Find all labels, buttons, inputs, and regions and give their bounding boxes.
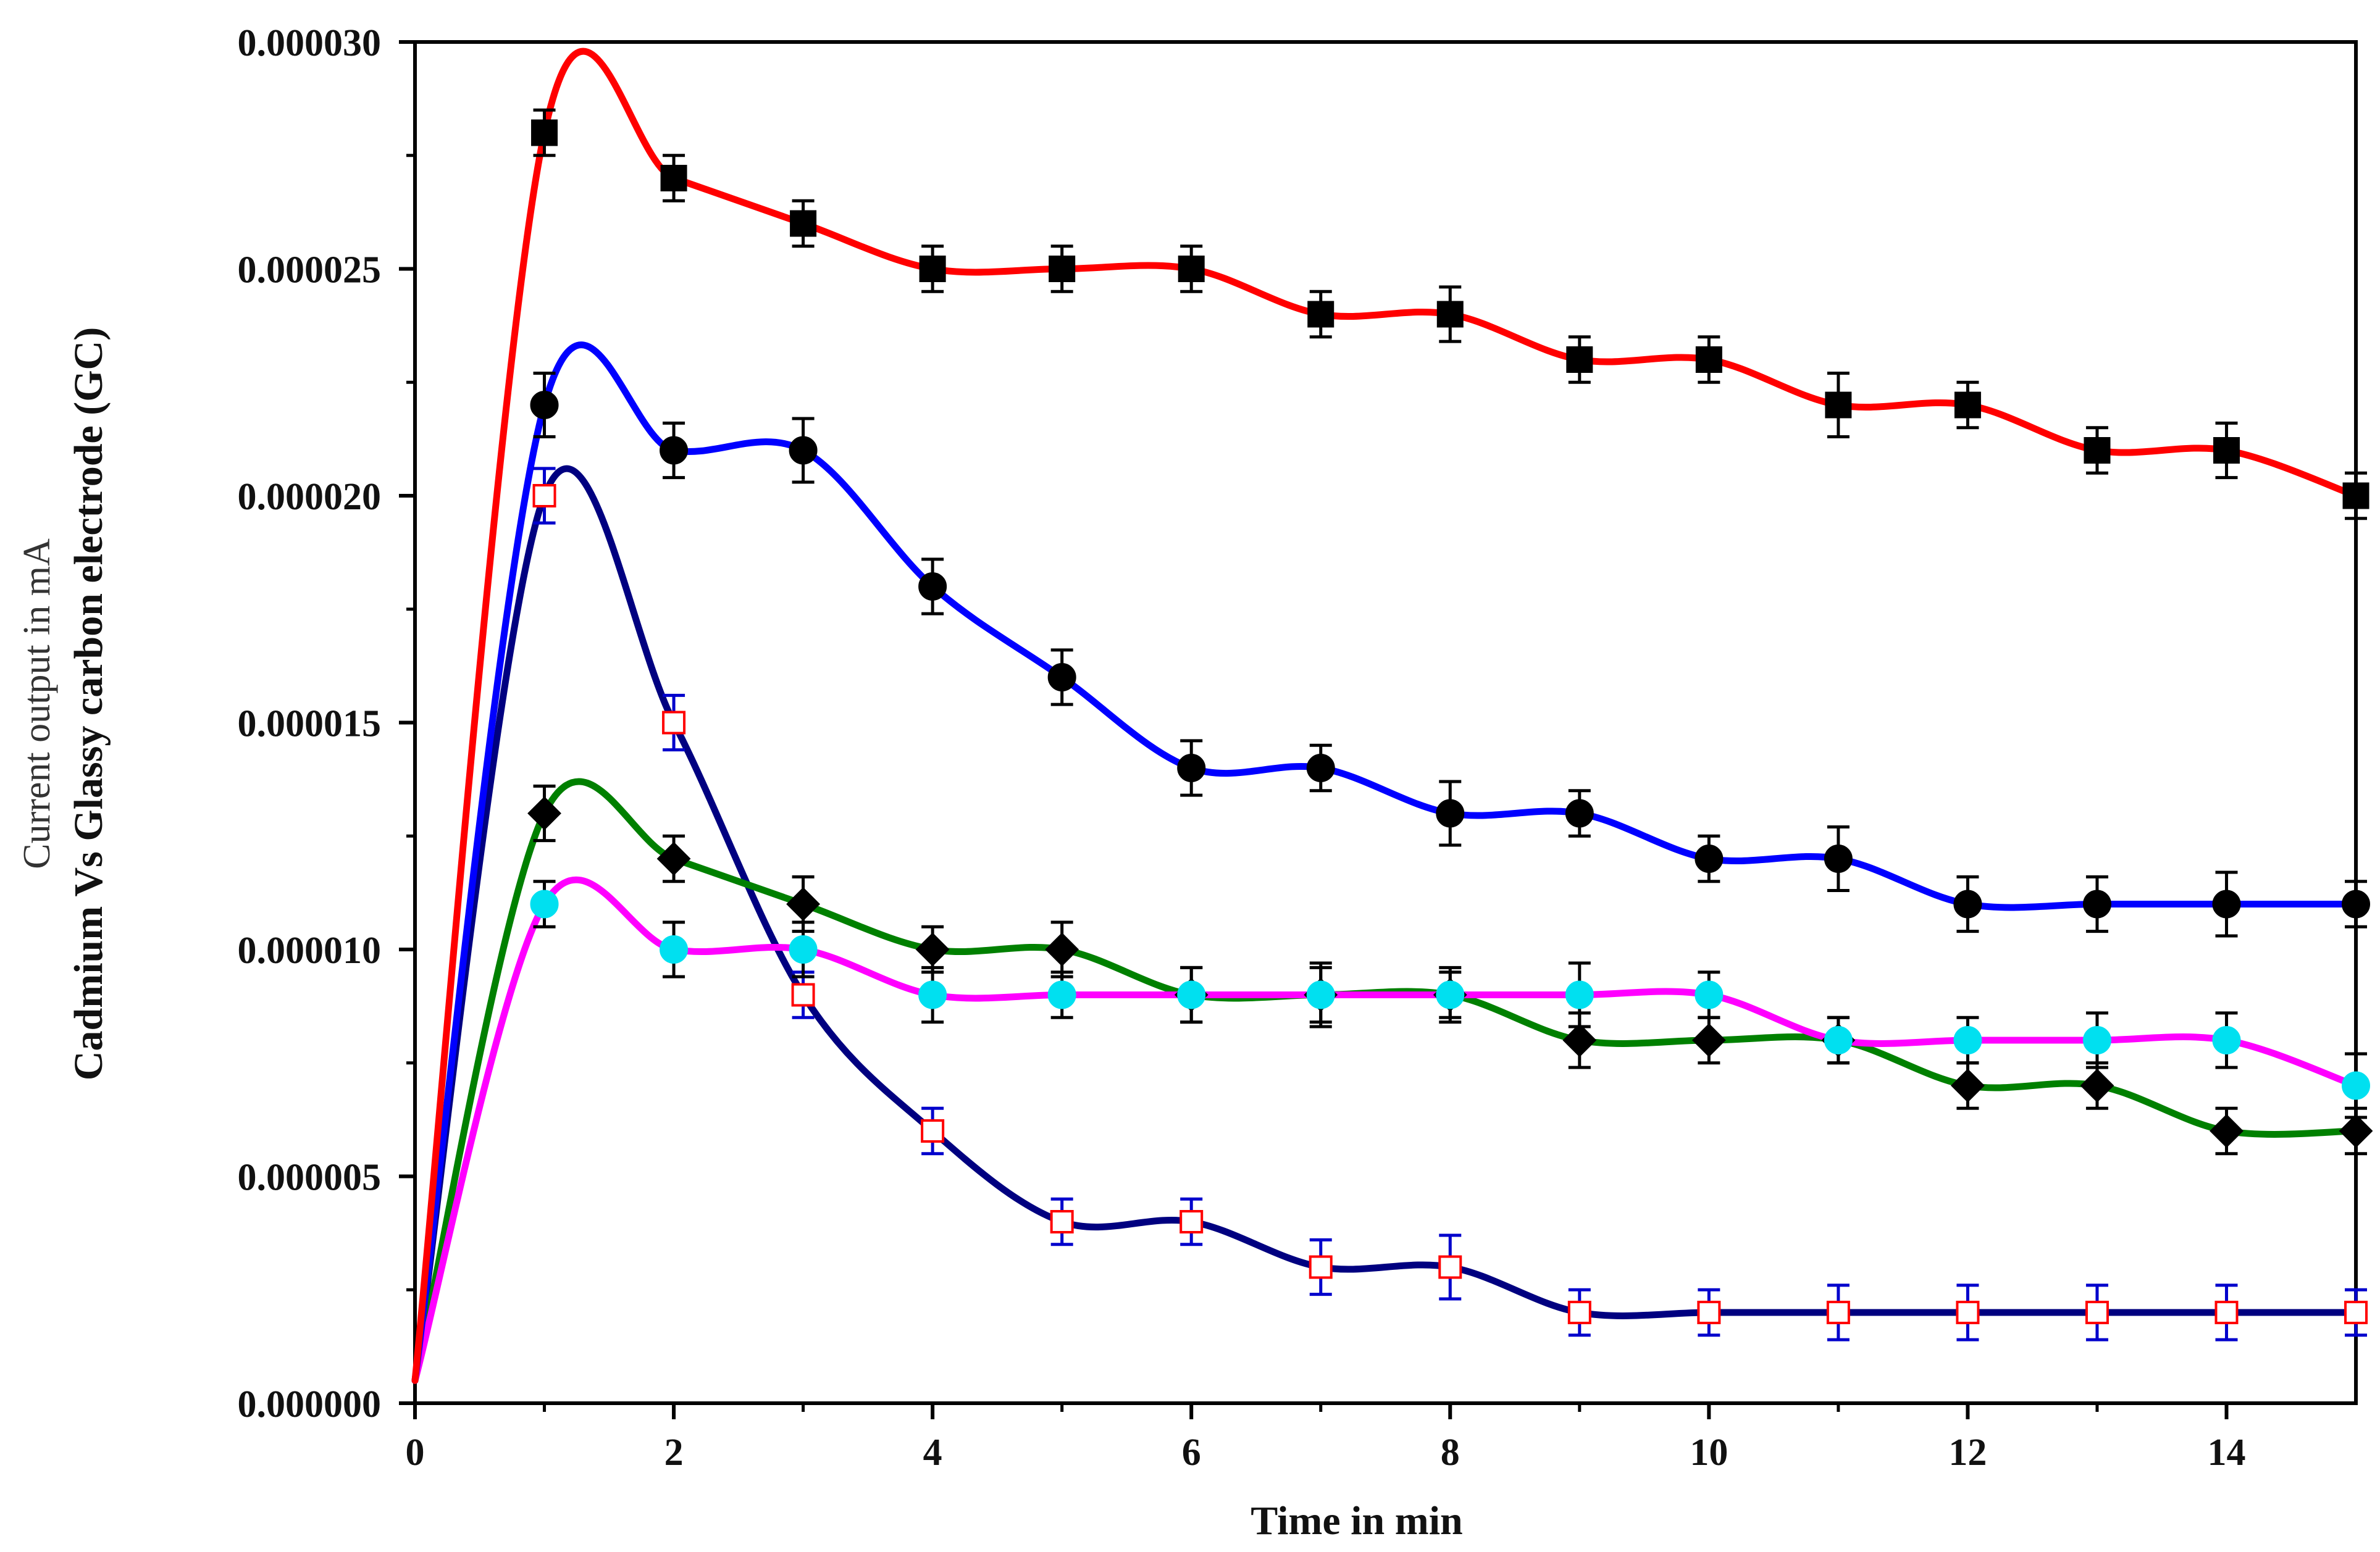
data-point xyxy=(921,1119,945,1143)
x-axis-title: Time in min xyxy=(1251,1498,1463,1543)
data-point xyxy=(530,391,559,419)
data-point xyxy=(1565,799,1594,828)
data-point xyxy=(1049,256,1076,282)
y-axis-title-line-1: Current output in mA xyxy=(16,538,58,869)
y-tick-label: 0.000030 xyxy=(238,22,382,64)
data-point xyxy=(1047,980,1076,1009)
data-point xyxy=(2342,1071,2370,1100)
x-tick-label: 0 xyxy=(406,1432,425,1474)
data-point xyxy=(1567,1301,1591,1324)
data-point xyxy=(786,887,821,921)
data-point xyxy=(1565,980,1594,1009)
y-tick-label: 0.000015 xyxy=(238,703,382,745)
x-tick-label: 6 xyxy=(1182,1432,1201,1474)
data-point xyxy=(2080,1069,2114,1103)
data-point xyxy=(1824,1026,1853,1054)
data-point xyxy=(532,484,556,507)
y-axis-title-line-2: Cadmium Vs Glassy carbon electrode (GC) xyxy=(66,327,111,1080)
data-point xyxy=(2342,482,2370,509)
data-point xyxy=(1953,1026,1982,1054)
data-point xyxy=(1050,1210,1074,1233)
data-point xyxy=(1438,1255,1462,1279)
data-point xyxy=(1306,754,1335,782)
series-layer xyxy=(411,48,2373,1384)
data-point xyxy=(1307,301,1335,328)
data-point xyxy=(2339,1114,2373,1148)
data-point xyxy=(1566,346,1593,373)
data-point xyxy=(2214,1301,2239,1324)
y-tick-label: 0.000020 xyxy=(238,476,382,518)
data-point xyxy=(1045,932,1079,967)
data-point xyxy=(2342,890,2370,919)
data-point xyxy=(2082,1026,2111,1054)
data-point xyxy=(915,932,950,967)
data-point xyxy=(789,935,818,964)
data-point xyxy=(1177,754,1206,782)
x-tick-label: 2 xyxy=(664,1432,684,1474)
data-point xyxy=(1825,391,1852,419)
x-tick-label: 14 xyxy=(2207,1432,2245,1474)
data-point xyxy=(919,256,946,282)
data-point xyxy=(1695,346,1722,373)
data-point xyxy=(2212,890,2241,919)
data-point xyxy=(1691,1023,1726,1058)
data-point xyxy=(2085,1301,2109,1324)
data-point xyxy=(1826,1301,1850,1324)
data-point xyxy=(1306,980,1335,1009)
data-point xyxy=(1436,799,1465,828)
data-point xyxy=(1953,890,1982,919)
data-point xyxy=(660,436,689,465)
data-point xyxy=(1436,301,1464,328)
y-tick-label: 0.000010 xyxy=(238,930,382,972)
y-tick-label: 0.000005 xyxy=(238,1157,382,1199)
data-point xyxy=(1695,845,1724,873)
x-tick-label: 12 xyxy=(1948,1432,1987,1474)
data-point xyxy=(1950,1069,1985,1103)
data-point xyxy=(1824,845,1853,873)
data-point xyxy=(660,935,689,964)
data-point xyxy=(791,983,815,1007)
data-point xyxy=(662,711,686,735)
data-point xyxy=(1047,663,1076,691)
data-point xyxy=(1697,1301,1721,1324)
data-point xyxy=(790,210,817,237)
data-point xyxy=(2082,890,2111,919)
x-tick-label: 8 xyxy=(1441,1432,1460,1474)
data-point xyxy=(918,572,947,601)
data-point xyxy=(530,890,559,919)
data-point xyxy=(1177,980,1206,1009)
data-point xyxy=(2213,437,2240,464)
data-point xyxy=(1178,256,1205,282)
data-point xyxy=(1436,980,1465,1009)
data-point xyxy=(2210,1114,2244,1148)
data-point xyxy=(918,980,947,1009)
x-tick-label: 4 xyxy=(923,1432,942,1474)
data-point xyxy=(2084,437,2111,464)
axes: 0 2 4 6 8 10 12 14 0.000000 0.000005 0.000010 0.000… xyxy=(238,22,2358,1474)
data-point xyxy=(1956,1301,1980,1324)
data-point xyxy=(656,841,691,876)
y-tick-label: 0.000000 xyxy=(238,1383,382,1425)
x-tick-label: 10 xyxy=(1690,1432,1728,1474)
data-point xyxy=(2212,1026,2241,1054)
y-tick-label: 0.000025 xyxy=(238,249,382,291)
data-point xyxy=(1309,1255,1333,1279)
data-point xyxy=(2344,1301,2368,1324)
data-point xyxy=(1954,391,1981,419)
data-point xyxy=(1180,1210,1204,1233)
data-point xyxy=(789,436,818,465)
data-point xyxy=(1695,980,1724,1009)
data-point xyxy=(1562,1023,1597,1058)
data-point xyxy=(660,165,687,191)
data-point xyxy=(531,119,558,146)
data-point xyxy=(527,796,561,830)
